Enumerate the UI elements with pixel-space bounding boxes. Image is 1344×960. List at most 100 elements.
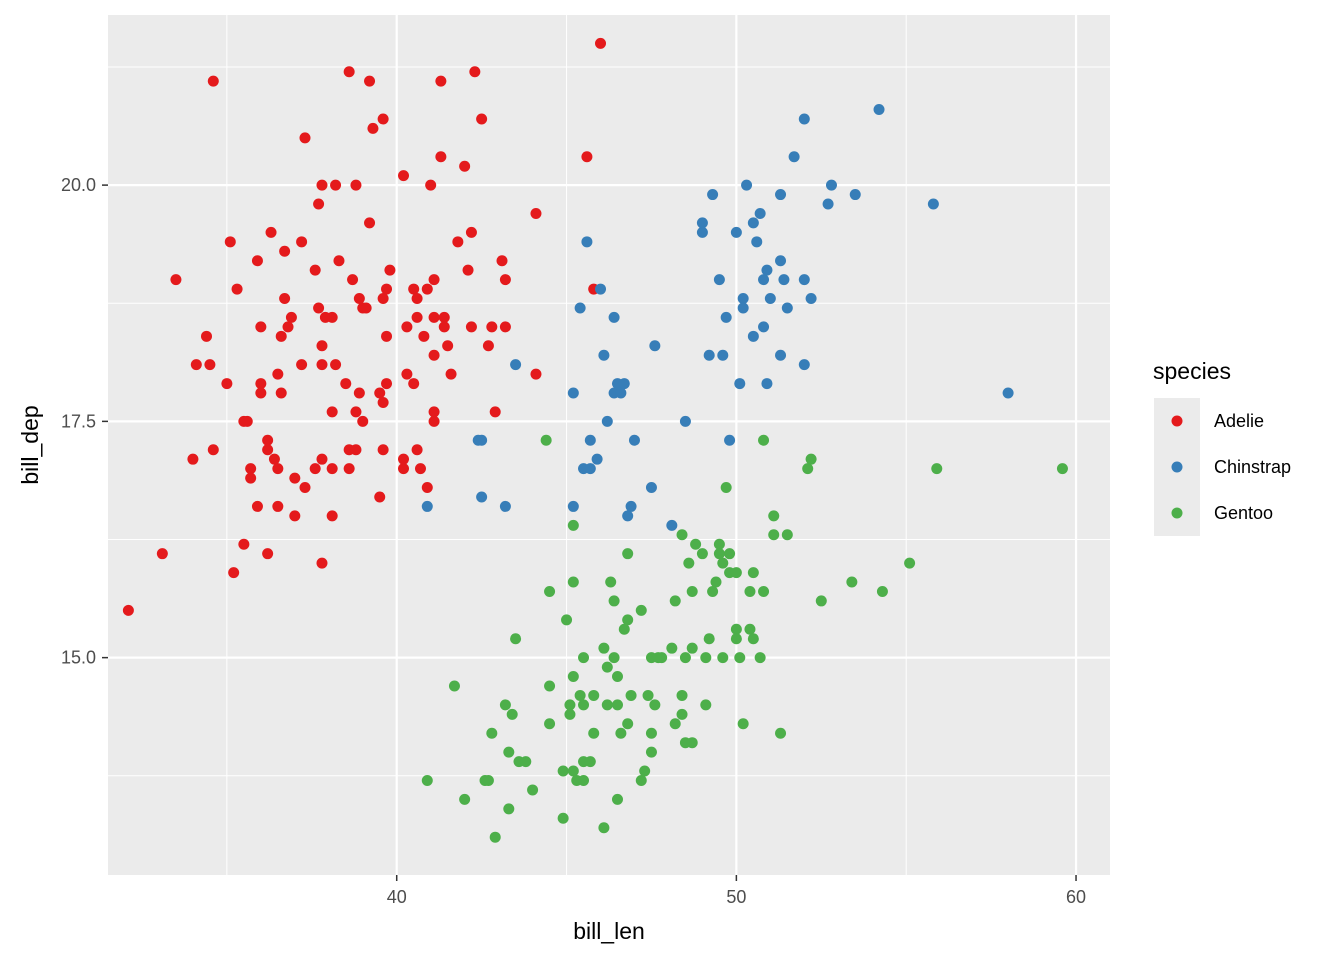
point-gentoo <box>758 585 770 597</box>
point-adelie <box>445 368 457 380</box>
point-chinstrap <box>927 198 939 210</box>
point-gentoo <box>557 765 569 777</box>
major-gridlines <box>108 15 1110 875</box>
y-axis-ticks: 15.0 17.5 20.0 <box>61 175 108 668</box>
point-gentoo <box>734 652 746 664</box>
point-chinstrap <box>584 434 596 446</box>
point-gentoo <box>486 727 498 739</box>
point-gentoo <box>676 708 688 720</box>
point-gentoo <box>931 463 943 475</box>
point-adelie <box>343 66 355 78</box>
point-chinstrap <box>747 217 759 229</box>
point-adelie <box>357 415 369 427</box>
point-gentoo <box>635 774 647 786</box>
point-chinstrap <box>499 500 511 512</box>
point-adelie <box>340 378 352 390</box>
point-chinstrap <box>758 321 770 333</box>
point-chinstrap <box>775 189 787 201</box>
point-gentoo <box>730 567 742 579</box>
point-gentoo <box>686 585 698 597</box>
point-chinstrap <box>758 274 770 286</box>
point-gentoo <box>574 689 586 701</box>
y-axis-title: bill_dep <box>17 405 43 484</box>
point-adelie <box>381 283 393 295</box>
minor-gridlines <box>108 15 1110 875</box>
point-gentoo <box>544 585 556 597</box>
point-gentoo <box>578 652 590 664</box>
point-gentoo <box>588 727 600 739</box>
point-chinstrap <box>679 415 691 427</box>
point-chinstrap <box>707 189 719 201</box>
point-gentoo <box>904 557 916 569</box>
point-gentoo <box>578 699 590 711</box>
point-gentoo <box>482 774 494 786</box>
point-adelie <box>296 236 308 248</box>
point-gentoo <box>564 699 576 711</box>
point-gentoo <box>520 756 532 768</box>
point-adelie <box>381 378 393 390</box>
point-chinstrap <box>696 226 708 238</box>
point-adelie <box>275 330 287 342</box>
point-chinstrap <box>622 510 634 522</box>
point-gentoo <box>527 784 539 796</box>
point-adelie <box>353 387 365 399</box>
point-adelie <box>414 463 426 475</box>
point-adelie <box>360 302 372 314</box>
point-gentoo <box>564 708 576 720</box>
point-adelie <box>530 368 542 380</box>
point-gentoo <box>567 519 579 531</box>
point-chinstrap <box>761 378 773 390</box>
point-adelie <box>268 453 280 465</box>
point-gentoo <box>645 727 657 739</box>
point-gentoo <box>578 774 590 786</box>
plot-panel <box>108 15 1110 875</box>
point-gentoo <box>730 623 742 635</box>
point-gentoo <box>561 614 573 626</box>
point-chinstrap <box>666 519 678 531</box>
point-adelie <box>275 387 287 399</box>
point-chinstrap <box>778 274 790 286</box>
point-gentoo <box>717 652 729 664</box>
point-gentoo <box>635 604 647 616</box>
point-adelie <box>411 293 423 305</box>
point-gentoo <box>588 689 600 701</box>
point-adelie <box>350 406 362 418</box>
point-gentoo <box>700 699 712 711</box>
point-chinstrap <box>761 264 773 276</box>
point-adelie <box>374 491 386 503</box>
point-gentoo <box>710 576 722 588</box>
legend-marker-chinstrap <box>1171 461 1183 473</box>
point-chinstrap <box>741 179 753 191</box>
point-chinstrap <box>849 189 861 201</box>
point-adelie <box>272 463 284 475</box>
point-gentoo <box>544 680 556 692</box>
point-adelie <box>435 151 447 163</box>
point-adelie <box>316 557 328 569</box>
point-adelie <box>428 406 440 418</box>
point-adelie <box>350 444 362 456</box>
point-adelie <box>465 226 477 238</box>
point-gentoo <box>448 680 460 692</box>
point-gentoo <box>696 548 708 560</box>
y-tick-label: 17.5 <box>61 411 96 431</box>
point-adelie <box>309 264 321 276</box>
point-adelie <box>486 321 498 333</box>
point-adelie <box>238 538 250 550</box>
point-gentoo <box>567 576 579 588</box>
point-chinstrap <box>825 179 837 191</box>
point-gentoo <box>622 614 634 626</box>
point-gentoo <box>611 671 623 683</box>
point-adelie <box>421 283 433 295</box>
point-chinstrap <box>805 293 817 305</box>
point-gentoo <box>758 434 770 446</box>
point-gentoo <box>642 689 654 701</box>
point-gentoo <box>608 595 620 607</box>
point-adelie <box>255 378 267 390</box>
point-adelie <box>428 415 440 427</box>
point-gentoo <box>666 642 678 654</box>
point-gentoo <box>713 538 725 550</box>
point-adelie <box>156 548 168 560</box>
point-adelie <box>313 302 325 314</box>
point-chinstrap <box>598 349 610 361</box>
